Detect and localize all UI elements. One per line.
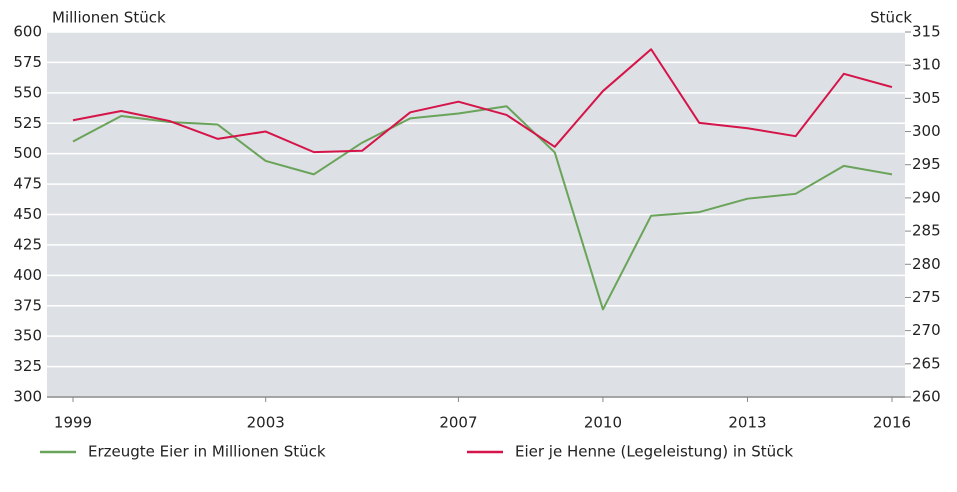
y2-tick-label: 285 bbox=[912, 222, 941, 240]
x-tick-label: 2010 bbox=[584, 414, 622, 432]
y2-tick-label: 295 bbox=[912, 155, 941, 173]
series-line bbox=[72, 105, 893, 311]
y-tick-label: 500 bbox=[13, 144, 42, 162]
y-tick-label: 425 bbox=[13, 235, 42, 253]
series-line bbox=[72, 48, 893, 154]
y2-tick-label: 315 bbox=[912, 23, 941, 41]
y-tick-label: 600 bbox=[13, 23, 42, 41]
x-tick-label: 2016 bbox=[873, 414, 911, 432]
y-tick-label: 400 bbox=[13, 266, 42, 284]
y-tick-label: 575 bbox=[13, 53, 42, 71]
y-tick-label: 475 bbox=[13, 175, 42, 193]
y2-tick-label: 265 bbox=[912, 354, 941, 372]
y-tick-label: 300 bbox=[13, 388, 42, 406]
legend-label: Erzeugte Eier in Millionen Stück bbox=[88, 443, 326, 461]
y2-tick-label: 300 bbox=[912, 122, 941, 140]
y-tick-label: 350 bbox=[13, 327, 42, 345]
y-tick-label: 525 bbox=[13, 114, 42, 132]
x-tick-label: 2003 bbox=[247, 414, 285, 432]
x-tick-label: 2013 bbox=[728, 414, 766, 432]
y-tick-label: 325 bbox=[13, 357, 42, 375]
y-tick-label: 375 bbox=[13, 296, 42, 314]
legend-label: Eier je Henne (Legeleistung) in Stück bbox=[515, 443, 793, 461]
x-tick-label: 1999 bbox=[54, 414, 92, 432]
y2-axis-label: Stück bbox=[870, 9, 912, 27]
y2-tick-label: 275 bbox=[912, 288, 941, 306]
y-axis-label: Millionen Stück bbox=[52, 9, 166, 27]
y2-tick-label: 290 bbox=[912, 188, 941, 206]
y2-tick-label: 280 bbox=[912, 255, 941, 273]
y2-tick-label: 270 bbox=[912, 321, 941, 339]
y2-tick-label: 260 bbox=[912, 388, 941, 406]
y2-tick-label: 305 bbox=[912, 89, 941, 107]
y-tick-label: 450 bbox=[13, 205, 42, 223]
y2-tick-label: 310 bbox=[912, 56, 941, 74]
y-tick-label: 550 bbox=[13, 83, 42, 101]
x-tick-label: 2007 bbox=[439, 414, 477, 432]
